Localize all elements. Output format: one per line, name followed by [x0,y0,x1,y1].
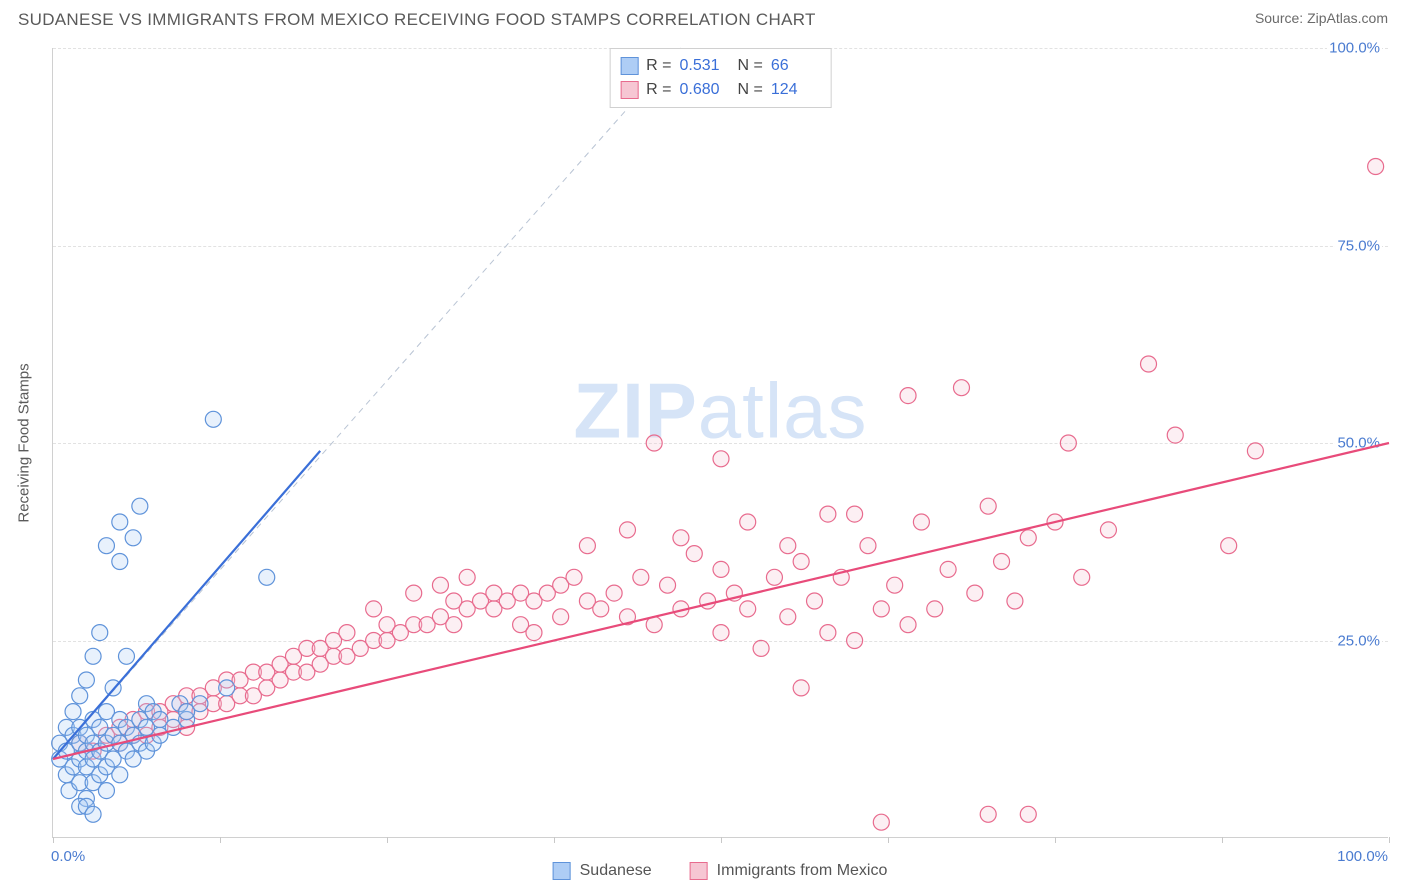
stats-box: R = 0.531 N = 66 R = 0.680 N = 124 [609,48,832,108]
x-tick [888,837,889,843]
x-tick-label-max: 100.0% [1337,848,1388,865]
stats-row-1: R = 0.531 N = 66 [620,54,821,78]
stats-r-label-1: R = [646,54,671,78]
x-tick [387,837,388,843]
x-tick [554,837,555,843]
plot-container: Receiving Food Stamps ZIPatlas 25.0%50.0… [52,48,1388,838]
x-tick [220,837,221,843]
x-tick [1222,837,1223,843]
stats-n-val-1: 66 [771,54,821,78]
legend-bottom: Sudanese Immigrants from Mexico [553,862,888,880]
x-tick [53,837,54,843]
plot-area: ZIPatlas 25.0%50.0%75.0%100.0% R = 0.531… [52,48,1388,838]
x-tick [1055,837,1056,843]
stats-n-label-2: N = [738,78,763,102]
stats-r-val-1: 0.531 [680,54,730,78]
swatch-mexico [620,81,638,99]
legend-item-sudanese: Sudanese [553,862,652,880]
y-axis-title: Receiving Food Stamps [16,363,33,522]
legend-label-mexico: Immigrants from Mexico [717,862,888,880]
swatch-sudanese [620,57,638,75]
stats-n-label-1: N = [738,54,763,78]
x-tick-label-min: 0.0% [51,848,85,865]
source-label: Source: ZipAtlas.com [1255,10,1388,26]
x-tick [1389,837,1390,843]
x-tick [721,837,722,843]
scatter-chart [53,48,1388,837]
legend-swatch-sudanese [553,862,571,880]
stats-row-2: R = 0.680 N = 124 [620,78,821,102]
chart-title: SUDANESE VS IMMIGRANTS FROM MEXICO RECEI… [18,10,816,30]
legend-swatch-mexico [690,862,708,880]
legend-item-mexico: Immigrants from Mexico [690,862,888,880]
stats-r-label-2: R = [646,78,671,102]
stats-n-val-2: 124 [771,78,821,102]
legend-label-sudanese: Sudanese [580,862,652,880]
stats-r-val-2: 0.680 [680,78,730,102]
